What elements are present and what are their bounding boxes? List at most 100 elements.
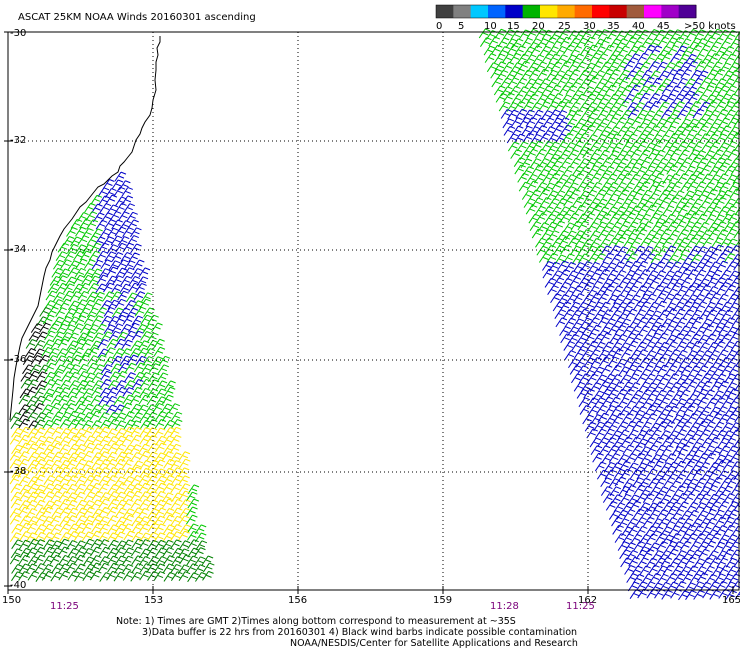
wind-barb: [649, 100, 661, 111]
wind-barb: [610, 374, 623, 384]
wind-barb: [98, 395, 110, 406]
wind-barb: [655, 413, 667, 423]
wind-barb: [721, 278, 733, 288]
wind-barb: [572, 318, 585, 329]
wind-barb: [556, 141, 569, 152]
lon-label-156: 156: [288, 595, 307, 606]
wind-barb: [140, 331, 152, 341]
wind-barb: [622, 117, 635, 128]
wind-barb: [139, 371, 152, 382]
wind-barb: [657, 36, 670, 47]
wind-barb: [511, 117, 523, 127]
wind-barb: [608, 510, 621, 520]
wind-barb: [703, 445, 715, 455]
wind-barb: [639, 477, 651, 488]
wind-barb: [697, 190, 710, 201]
wind-barb: [647, 236, 659, 247]
wind-barb: [693, 86, 706, 97]
wind-barb: [569, 157, 581, 168]
wind-barb: [97, 338, 109, 349]
wind-barb: [123, 419, 136, 430]
wind-barb: [141, 292, 153, 303]
wind-barb: [83, 299, 95, 310]
wind-barb: [584, 124, 596, 135]
wind-barb: [100, 259, 113, 270]
wind-barb: [694, 118, 707, 128]
wind-barb: [690, 69, 702, 80]
wind-barb: [693, 590, 705, 600]
wind-barb: [47, 323, 60, 333]
wind-barb: [662, 501, 675, 511]
lat-label-38: -38: [10, 466, 26, 477]
legend-label: 15: [507, 21, 520, 32]
wind-barb: [649, 365, 662, 376]
wind-barb: [56, 275, 68, 286]
wind-barb: [128, 322, 140, 333]
wind-barb: [95, 283, 107, 294]
wind-barb: [27, 483, 39, 494]
wind-barb: [83, 506, 95, 517]
wind-barb: [698, 548, 710, 559]
wind-barb: [123, 260, 136, 271]
wind-barb: [74, 315, 87, 325]
wind-barb: [602, 341, 614, 352]
wind-barb: [90, 194, 103, 205]
wind-barb: [548, 53, 561, 64]
wind-barb: [648, 542, 660, 553]
wind-barb: [531, 164, 544, 175]
wind-barb: [632, 508, 645, 519]
note-line-2: 3)Data buffer is 22 hrs from 20160301 4)…: [142, 627, 578, 638]
wind-barb: [67, 387, 79, 398]
wind-barb: [706, 69, 718, 79]
wind-barb: [599, 61, 612, 72]
wind-barb: [660, 405, 673, 415]
wind-barb: [90, 404, 102, 414]
wind-barb: [679, 533, 691, 543]
wind-barb: [560, 157, 573, 168]
wind-barb: [689, 101, 702, 111]
wind-barb: [568, 61, 580, 71]
wind-barb: [653, 348, 665, 359]
wind-barb: [662, 116, 675, 127]
wind-barb: [619, 549, 631, 560]
wind-barb: [709, 205, 722, 216]
wind-barb: [531, 78, 543, 88]
note-line-3: NOAA/NESDIS/Center for Satellite Applica…: [290, 638, 578, 649]
wind-barb: [155, 547, 167, 558]
wind-barb: [186, 555, 198, 566]
wind-barb: [114, 563, 126, 574]
wind-barb: [170, 419, 183, 429]
wind-barb: [41, 466, 54, 477]
wind-barb: [525, 204, 538, 215]
wind-barb: [667, 430, 679, 440]
wind-barb: [559, 36, 572, 47]
wind-barb: [671, 356, 684, 367]
wind-barb: [597, 437, 609, 448]
wind-barb: [661, 589, 673, 600]
wind-barb: [639, 213, 651, 224]
wind-barb: [51, 426, 64, 437]
wind-barb: [42, 555, 55, 566]
wind-barb: [138, 491, 151, 501]
wind-barb: [115, 451, 127, 462]
wind-barb: [75, 458, 87, 469]
wind-barb: [146, 395, 159, 406]
wind-barb: [624, 212, 636, 223]
wind-barb: [627, 108, 640, 119]
wind-barb: [592, 93, 604, 104]
wind-barb: [571, 285, 584, 296]
wind-barb: [513, 133, 526, 144]
wind-barb: [661, 469, 673, 480]
wind-barb: [658, 373, 671, 384]
wind-barb: [577, 220, 590, 231]
wind-barb: [18, 506, 30, 517]
wind-barb: [116, 259, 129, 270]
wind-barb: [544, 213, 557, 224]
wind-barb: [676, 109, 688, 120]
wind-barb: [714, 221, 727, 231]
wind-barb: [35, 371, 48, 382]
wind-barb: [42, 411, 54, 422]
wind-barb: [74, 244, 87, 255]
wind-barb: [578, 69, 590, 80]
wind-barb: [727, 509, 739, 520]
